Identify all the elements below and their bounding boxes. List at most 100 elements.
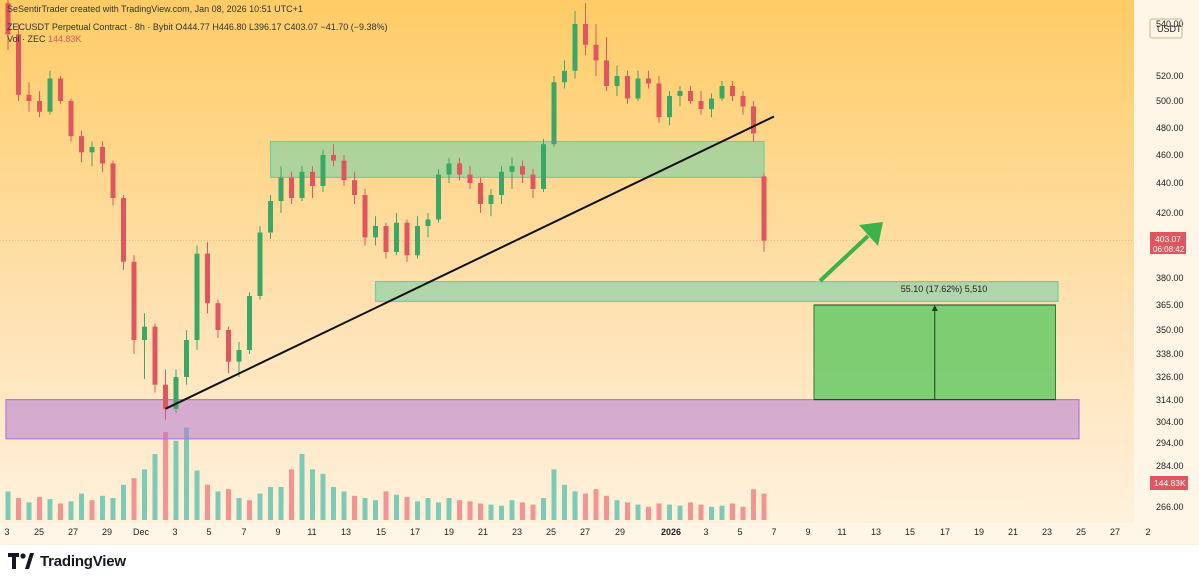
candle-body — [520, 166, 525, 175]
volume-bar — [89, 500, 95, 520]
volume-bar — [58, 503, 63, 520]
candle-body — [614, 76, 620, 86]
volume-bar — [625, 502, 630, 520]
volume-line: Vol · ZEC 144.83K — [7, 34, 82, 44]
volume-bar — [520, 502, 525, 520]
time-tick-label: 2026 — [661, 527, 681, 537]
volume-bar — [373, 500, 378, 520]
volume-bar — [352, 495, 357, 520]
volume-bar — [499, 505, 504, 520]
volume-bar — [47, 499, 53, 520]
volume-bar — [173, 440, 179, 520]
candle-body — [646, 78, 651, 84]
volume-bar — [551, 469, 557, 520]
price-tick-label: 480.00 — [1156, 123, 1184, 133]
candle-body — [247, 296, 252, 350]
volume-tag-value: 144.83K — [1154, 478, 1186, 488]
volume-bar — [289, 469, 294, 520]
volume-bar — [719, 505, 725, 520]
time-tick-label: 27 — [580, 527, 590, 537]
time-tick-label: 27 — [1110, 527, 1120, 537]
volume-bar — [415, 501, 420, 520]
candle-body — [404, 222, 410, 256]
volume-bar — [257, 493, 263, 520]
candle-body — [457, 163, 462, 175]
time-tick-label: 19 — [444, 527, 454, 537]
volume-bar — [530, 504, 536, 520]
volume-bar — [226, 489, 231, 520]
candle-body — [698, 101, 704, 110]
price-tick-label: 540.00 — [1156, 19, 1184, 29]
price-tick-label: 284.00 — [1156, 461, 1184, 471]
volume-bar — [478, 503, 483, 520]
price-tick-label: 365.00 — [1156, 300, 1184, 310]
volume-bar — [163, 432, 168, 520]
volume-bar — [688, 502, 693, 520]
candle-body — [236, 350, 242, 362]
candle-body — [740, 96, 746, 107]
time-tick-label: 15 — [905, 527, 915, 537]
time-tick-label: 7 — [771, 527, 776, 537]
candle-body — [184, 340, 189, 377]
volume-bar — [110, 498, 116, 520]
tradingview-logo[interactable]: TradingView — [8, 553, 126, 570]
currency-label: USDT — [1157, 24, 1182, 34]
candle-body — [16, 34, 21, 95]
candle-body — [751, 106, 756, 134]
volume-bar — [310, 469, 315, 520]
candle-body — [373, 226, 378, 238]
candle-body — [121, 198, 126, 262]
price-tick-label: 380.00 — [1156, 273, 1184, 283]
volume-bar — [604, 495, 609, 520]
volume-bar — [667, 504, 672, 520]
candle-body — [58, 78, 63, 101]
candle-body — [26, 94, 32, 101]
volume-bar — [740, 506, 746, 520]
candle-body — [278, 177, 284, 201]
last-price-value: 403.07 — [1155, 234, 1181, 244]
volume-bar — [37, 496, 42, 520]
candle-body — [709, 98, 714, 110]
candle-body — [446, 163, 452, 175]
last-price-tag — [1150, 232, 1186, 254]
candle-body — [142, 326, 147, 340]
volume-bar — [5, 491, 11, 520]
candle-body — [488, 195, 494, 204]
volume-bar — [635, 504, 641, 520]
symbol-line: ZECUSDT Perpetual Contract · 8h · Bybit … — [7, 22, 388, 32]
candle-body — [761, 176, 767, 241]
candle-body — [667, 96, 672, 118]
volume-bar — [730, 503, 735, 520]
volume-bar — [457, 500, 462, 520]
time-tick-label: 17 — [940, 527, 950, 537]
zone-demand — [5, 399, 1080, 440]
time-tick-label: 5 — [206, 527, 211, 537]
volume-bar — [541, 498, 546, 520]
candle-body — [436, 174, 441, 220]
time-tick-label: 25 — [34, 527, 44, 537]
time-tick-label: 19 — [974, 527, 984, 537]
candle-body — [352, 180, 357, 195]
candle-body — [719, 86, 725, 99]
price-chart[interactable]: 55.10 (17.62%) 5,510 540.00 520.00 500.00 48… — [0, 0, 1199, 545]
candle-body — [163, 384, 168, 409]
candle-body — [215, 303, 221, 330]
volume-bar — [362, 498, 368, 520]
candle-body — [320, 155, 326, 186]
candle-body — [362, 195, 368, 238]
time-tick-label: 3 — [703, 527, 708, 537]
volume-bar — [278, 487, 284, 520]
time-tick-label: 27 — [68, 527, 78, 537]
volume-line-value: 144.83K — [48, 34, 82, 44]
volume-bar — [121, 484, 126, 520]
candle-body — [257, 232, 263, 296]
candle-body — [47, 78, 53, 112]
candle-body — [100, 146, 105, 164]
volume-bar — [488, 504, 494, 520]
time-tick-label: 29 — [102, 527, 112, 537]
zone-support — [374, 281, 1059, 303]
volume-bar — [583, 493, 588, 520]
volume-bar — [383, 491, 389, 520]
tradingview-logo-text: TradingView — [40, 552, 126, 570]
